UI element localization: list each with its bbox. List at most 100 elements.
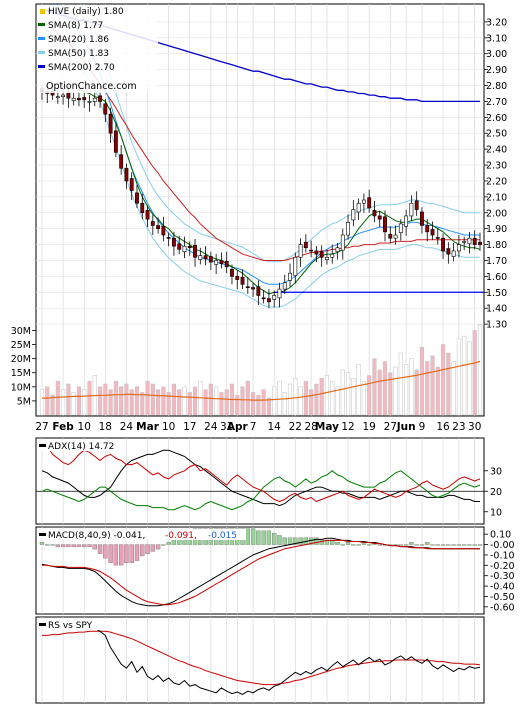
volume-bar: [435, 366, 440, 416]
volume-bar: [71, 392, 76, 416]
volume-bar: [372, 358, 377, 416]
volume-bar: [156, 389, 161, 416]
macd-histogram-bar: [293, 537, 298, 545]
candle-body: [414, 200, 419, 210]
candle-body: [293, 256, 298, 276]
candle-body: [87, 101, 92, 103]
y-tick-label: -0.40: [490, 582, 515, 593]
macd-histogram-bar: [92, 544, 97, 550]
macd-histogram-bar: [287, 537, 293, 545]
volume-bar: [166, 392, 171, 416]
volume-bar: [361, 380, 366, 416]
volume-bar: [456, 338, 461, 416]
x-tick-label: 30: [468, 421, 481, 433]
macd-histogram-bar: [367, 544, 372, 546]
candle-body: [467, 237, 472, 245]
candle-body: [251, 287, 256, 290]
sma50-line: [41, 21, 480, 261]
volume-bar: [103, 383, 108, 416]
macd-histogram-bar: [314, 537, 319, 545]
macd-histogram-bar: [440, 544, 446, 546]
volume-bar: [287, 383, 293, 416]
y-tick-label: -0.10: [490, 550, 515, 561]
macd-histogram-bar: [477, 544, 483, 546]
x-tick-label: 18: [99, 421, 112, 433]
y-tick-label: 2.10: [486, 192, 507, 203]
macd-histogram-bar: [45, 544, 50, 546]
y-tick-label: 2.00: [486, 208, 507, 219]
volume-bar: [340, 369, 345, 416]
candle-body: [193, 245, 197, 258]
legend-macd-hist: -0.015: [208, 531, 237, 541]
macd-histogram-bar: [140, 544, 145, 557]
candle-body: [430, 229, 435, 236]
macd-histogram-bar: [60, 544, 66, 547]
y-tick-label: -0.30: [490, 571, 515, 582]
y-tick-label: 1.30: [486, 320, 507, 331]
legend-macd-signal: -0.091,: [165, 531, 197, 541]
y-tick-label: 1.70: [486, 256, 507, 267]
x-tick-label: 9: [419, 421, 426, 433]
legend-sma20: SMA(20) 1.86: [48, 35, 109, 45]
candle-body: [61, 94, 66, 97]
volume-bar: [97, 386, 103, 416]
x-tick-label: 16: [436, 421, 450, 433]
macd-histogram-bar: [250, 528, 256, 545]
candle-body: [129, 178, 134, 191]
candle-body: [240, 276, 245, 285]
macd-histogram-bar: [356, 544, 361, 546]
candle-body: [319, 251, 324, 258]
candle-body: [261, 297, 266, 300]
macd-histogram-bar: [113, 544, 119, 566]
candle-body: [156, 225, 161, 229]
rs-legend: RS vs SPY: [38, 619, 108, 631]
volume-bar: [61, 389, 66, 416]
volume-bar: [467, 341, 472, 416]
adx-line: [41, 449, 480, 507]
candle-body: [367, 197, 372, 209]
volume-bar: [451, 361, 456, 416]
macd-histogram-bar: [166, 542, 171, 545]
macd-histogram-bar: [419, 544, 425, 546]
candle-body: [351, 209, 356, 221]
volume-bar: [39, 389, 45, 416]
candle-body: [198, 255, 203, 260]
x-tick-label: 14: [268, 421, 282, 433]
macd-histogram-bar: [430, 544, 435, 546]
y-tick-label: 10: [490, 507, 502, 518]
volume-bar: [150, 383, 155, 416]
y-tick-label: 20: [490, 487, 502, 498]
candle-body: [388, 233, 393, 239]
candle-body: [219, 260, 224, 264]
candle-body: [140, 202, 145, 214]
macd-histogram-bar: [39, 542, 45, 545]
x-tick-label: May: [315, 421, 339, 433]
candle-body: [462, 241, 467, 243]
candle-body: [272, 295, 277, 300]
volume-bar: [256, 395, 261, 416]
legend-swatch-sma8: [38, 23, 45, 26]
adx-legend: ADX(14) 14.72: [38, 440, 114, 452]
macd-histogram-bar: [103, 544, 108, 559]
candle-body: [441, 237, 445, 252]
macd-histogram-bar: [82, 544, 87, 547]
y-tick-label: 2.20: [486, 176, 507, 187]
volume-bar: [351, 378, 356, 416]
macd-histogram-bar: [351, 544, 356, 546]
legend-sma200: SMA(200) 2.70: [48, 63, 115, 73]
y-tick-label: 0.10: [490, 530, 511, 541]
x-tick-label: 24: [120, 421, 134, 433]
volume-bar: [377, 369, 382, 416]
macd-histogram-bar: [456, 544, 462, 546]
volume-bar: [282, 392, 287, 416]
macd-histogram-bar: [319, 539, 324, 545]
y-tick-label: 1.60: [486, 272, 507, 283]
macd-histogram-bar: [50, 544, 55, 546]
y-tick-label: 3.10: [486, 33, 507, 44]
macd-histogram-bar: [76, 544, 82, 547]
volume-bar: [66, 383, 71, 416]
candle-body: [356, 202, 361, 213]
macd-histogram-bar: [425, 542, 430, 545]
candle-body: [298, 244, 303, 258]
volume-bar: [129, 389, 134, 416]
